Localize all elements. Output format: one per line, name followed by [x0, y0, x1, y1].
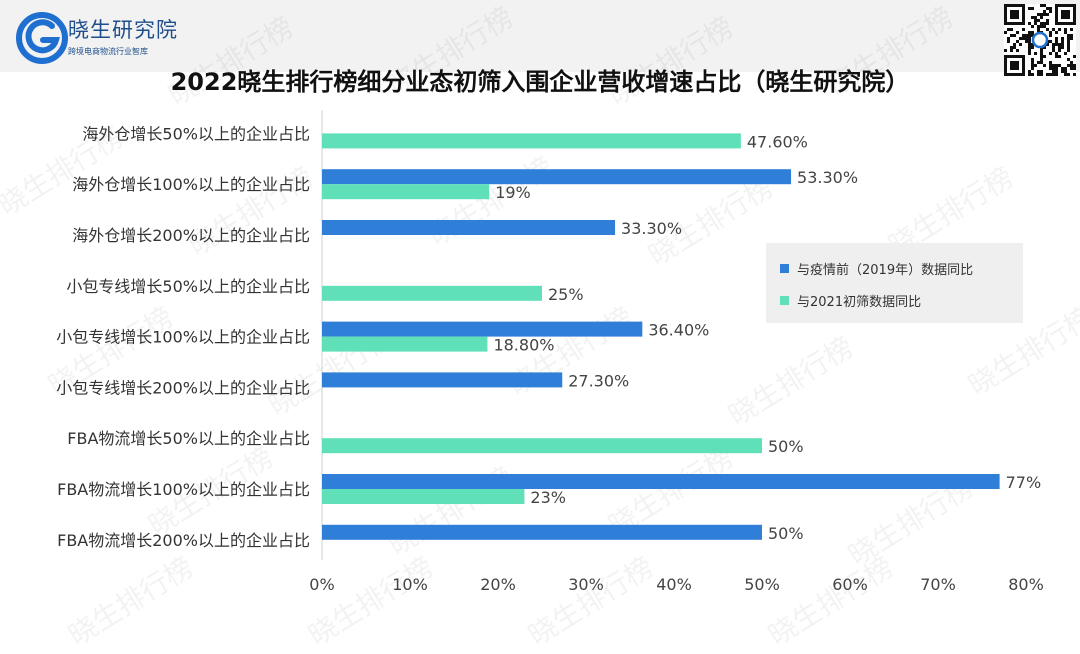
- x-tick-label: 50%: [744, 575, 780, 594]
- x-tick-label: 30%: [568, 575, 604, 594]
- bar-series1: [322, 169, 792, 185]
- bar-series2: [322, 489, 525, 504]
- bar-series2: [322, 438, 762, 454]
- category-label: 海外仓增长100%以上的企业占比: [72, 175, 310, 194]
- bar-series2: [322, 184, 490, 200]
- category-label: FBA物流增长200%以上的企业占比: [57, 531, 310, 550]
- chart-title: 2022晓生排行榜细分业态初筛入围企业营收增速占比（晓生研究院）: [170, 68, 910, 96]
- bar-series1: [322, 220, 616, 235]
- x-tick-label: 20%: [480, 575, 516, 594]
- qr-code-icon: [1004, 4, 1076, 76]
- brand-logo-icon: [16, 12, 68, 64]
- category-label: 海外仓增长200%以上的企业占比: [72, 226, 310, 245]
- bar-series2: [322, 285, 542, 301]
- x-tick-label: 10%: [392, 575, 428, 594]
- category-label: 小包专线增长100%以上的企业占比: [56, 328, 310, 347]
- data-label-series1: 33.30%: [621, 219, 682, 238]
- legend-label-series1: 与疫情前（2019年）数据同比: [797, 263, 974, 278]
- data-label-series2: 25%: [548, 285, 584, 304]
- data-label-series1: 53.30%: [797, 168, 858, 187]
- data-label-series2: 23%: [530, 488, 566, 507]
- category-label: FBA物流增长100%以上的企业占比: [57, 480, 310, 499]
- chart-legend: 与疫情前（2019年）数据同比 与2021初筛数据同比: [766, 243, 1023, 323]
- brand-subtitle: 跨境电商物流行业智库: [68, 47, 148, 56]
- bar-series1: [322, 321, 643, 337]
- data-label-series2: 18.80%: [493, 336, 554, 355]
- x-tick-label: 80%: [1008, 575, 1044, 594]
- brand-text: 晓生研究院 跨境电商物流行业智库: [68, 14, 178, 57]
- data-label-series1: 27.30%: [568, 371, 629, 390]
- data-label-series1: 36.40%: [648, 321, 709, 340]
- legend-swatch-series1: [780, 264, 789, 273]
- x-tick-label: 60%: [832, 575, 868, 594]
- bar-series2: [322, 336, 488, 352]
- legend-swatch-series2: [780, 296, 789, 305]
- category-label: 海外仓增长50%以上的企业占比: [82, 124, 310, 143]
- data-label-series2: 19%: [495, 183, 531, 202]
- legend-item-series1: 与疫情前（2019年）数据同比: [780, 259, 973, 278]
- bar-chart: 海外仓增长50%以上的企业占比 47.60% 海外仓增长100%以上的企业占比 53.…: [56, 110, 1044, 594]
- bar-series2: [322, 133, 741, 149]
- category-label: 小包专线增长200%以上的企业占比: [56, 378, 310, 397]
- category-label: 小包专线增长50%以上的企业占比: [66, 277, 310, 296]
- bar-series1: [322, 524, 762, 540]
- data-label-series1: 50%: [768, 524, 804, 543]
- legend-label-series2: 与2021初筛数据同比: [797, 295, 922, 310]
- legend-item-series2: 与2021初筛数据同比: [780, 291, 921, 310]
- data-label-series1: 77%: [1006, 473, 1042, 492]
- header-bar: 晓生研究院 跨境电商物流行业智库: [0, 0, 1080, 76]
- brand-name: 晓生研究院: [68, 18, 178, 42]
- x-tick-label: 40%: [656, 575, 692, 594]
- x-tick-label: 0%: [309, 575, 334, 594]
- bar-series1: [322, 372, 563, 388]
- category-label: FBA物流增长50%以上的企业占比: [67, 429, 310, 448]
- data-label-series2: 47.60%: [747, 132, 808, 151]
- data-label-series2: 50%: [768, 437, 804, 456]
- bar-series1: [322, 474, 1000, 489]
- x-tick-label: 70%: [920, 575, 956, 594]
